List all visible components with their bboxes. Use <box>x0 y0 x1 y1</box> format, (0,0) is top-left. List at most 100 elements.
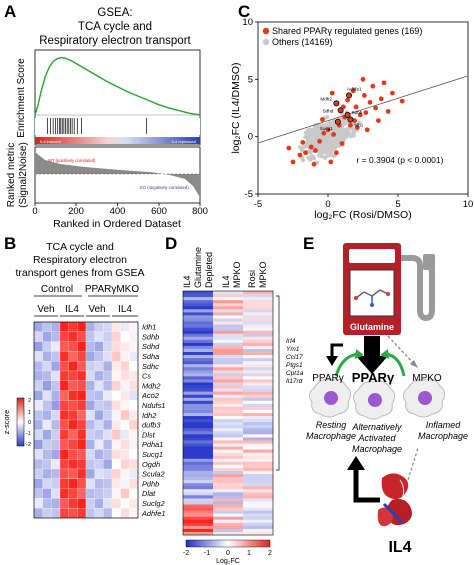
legend-others-marker <box>262 38 270 46</box>
heatmap-b-cell <box>77 449 87 460</box>
scatter-other-point <box>351 131 356 136</box>
heatmap-d-cell <box>243 492 273 496</box>
heatmap-b-cell <box>85 390 95 401</box>
heatmap-b-cell <box>68 498 78 509</box>
il4-dashed-arrow <box>407 447 419 481</box>
heatmap-d-cell <box>183 431 213 435</box>
heatmap-b-cell <box>94 410 104 421</box>
heatmap-d-cell <box>243 437 273 441</box>
heatmap-b-cell <box>120 321 130 332</box>
heatmap-b-cell <box>77 459 87 470</box>
d-col1-line2: Glutamine <box>193 247 203 288</box>
heatmap-b-cell <box>111 498 121 509</box>
heatmap-b-cell <box>51 449 61 460</box>
heatmap-d-cell <box>243 406 273 411</box>
heatmap-d-cell <box>183 467 213 472</box>
heatmap-b-cell <box>77 508 87 519</box>
heatmap-b-cell <box>103 449 113 460</box>
heatmap-d-cell <box>213 467 243 472</box>
heatmap-b-cell <box>129 478 139 489</box>
heatmap-d-cell <box>243 342 273 347</box>
heatmap-d-cell <box>243 309 273 313</box>
heatmap-b-cell <box>42 459 52 470</box>
zscore-label: z-score <box>2 410 11 435</box>
scatter-other-point <box>305 131 310 136</box>
heatmap-b-cell <box>68 410 78 421</box>
heatmap-b-cell <box>42 410 52 421</box>
heatmap-b-cell <box>77 439 87 450</box>
heatmap-b-cell <box>33 321 43 332</box>
heatmap-d-cell <box>213 470 243 475</box>
heatmap-d-cell <box>183 474 213 478</box>
heatmap-d-cell <box>183 522 213 527</box>
activated-macrophage-icon <box>352 380 396 420</box>
heatmap-b-cell <box>120 361 130 372</box>
heatmap-b-gene-label: Adhfe1 <box>141 509 165 518</box>
activated-line-2: Activated <box>357 433 396 443</box>
glutamine-label: Glutamine <box>350 322 394 332</box>
heatmap-b-cell <box>111 410 121 421</box>
heatmap-d-cell <box>183 403 213 408</box>
heatmap-d-cell <box>183 480 213 484</box>
heatmap-d-cell <box>213 318 243 322</box>
heatmap-b-cell <box>42 478 52 489</box>
heatmap-d-cell <box>183 413 213 417</box>
heatmap-b-cell <box>68 351 78 362</box>
heatmap-b-cell <box>51 361 61 372</box>
heatmap-d-cell <box>243 483 273 487</box>
heatmap-d-cell <box>183 446 213 450</box>
heatmap-b-cell <box>103 429 113 440</box>
d-gene-irf4: Irf4 <box>286 338 296 345</box>
heatmap-d-cell <box>243 376 273 380</box>
heatmap-b-cell <box>77 321 87 332</box>
scatter-shared-point-26 <box>345 97 350 103</box>
heatmap-b-gene-label: Idh1 <box>142 323 156 332</box>
heatmap-d-cell <box>183 528 213 533</box>
heatmap-d-cell <box>213 358 243 362</box>
heatmap-b-cell <box>111 478 121 489</box>
heatmap-d-cell <box>243 449 273 453</box>
heatmap-b-cell <box>103 410 113 421</box>
heatmap-b-cell <box>111 468 121 479</box>
highlight-point-sdhb <box>344 111 351 118</box>
heatmap-b-cell <box>51 459 61 470</box>
scatter-other-point <box>323 155 328 160</box>
heatmap-b-cell <box>129 449 139 460</box>
scatter-shared-point-25 <box>300 140 306 145</box>
green-arrow-left <box>334 352 359 377</box>
heatmap-d-cell <box>243 513 273 517</box>
scatter-shared-point-36 <box>328 159 334 165</box>
heatmap-d-cell <box>243 486 273 490</box>
heatmap-d-cell <box>213 446 243 450</box>
heatmap-d-cell <box>213 364 243 368</box>
heatmap-d-cell <box>213 388 243 392</box>
heatmap-b-cell <box>85 478 95 489</box>
d-gene-il17rd: Il17rd <box>286 378 303 385</box>
heatmap-d-cell <box>213 477 243 481</box>
heatmap-b-cell <box>51 419 61 430</box>
heatmap-d-cell <box>243 455 273 460</box>
green-arrow-left-head <box>355 349 364 359</box>
heatmap-b-cell <box>111 439 121 450</box>
scatter-shared-point-37 <box>286 145 292 151</box>
scatter-other-point <box>327 122 332 127</box>
heatmap-b-cell <box>68 439 78 450</box>
heatmap-b-cell <box>33 508 43 519</box>
heatmap-d-cell <box>213 303 243 307</box>
panel-c-letter: C <box>238 2 250 21</box>
heatmap-d-cell <box>213 321 243 325</box>
heatmap-b-cell <box>68 459 78 470</box>
heatmap-b-cell <box>85 331 95 342</box>
heatmap-d-cell <box>183 504 213 508</box>
heatmap-b-cell <box>120 508 130 519</box>
heatmap-b-cell <box>77 478 87 489</box>
heatmap-d-cell <box>243 400 273 405</box>
heatmap-d-cell <box>213 315 243 319</box>
heatmap-b-cell <box>51 380 61 391</box>
il4-protein-icon <box>377 473 412 527</box>
heatmap-b-cell <box>94 468 104 479</box>
heatmap-d-cell <box>243 336 273 341</box>
heatmap-d-cell <box>213 391 243 395</box>
heatmap-d-cell <box>213 370 243 374</box>
scatter-other-point <box>318 147 324 152</box>
